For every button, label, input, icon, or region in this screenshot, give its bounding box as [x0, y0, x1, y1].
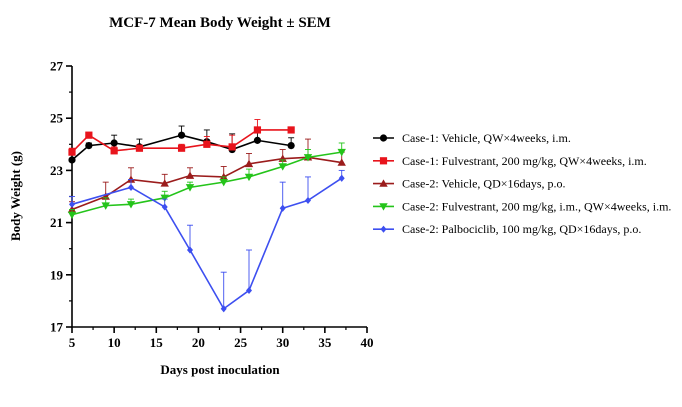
- data-point: [67, 205, 77, 213]
- legend-item: Case-1: Fulvestrant, 200 mg/kg, QW×4week…: [373, 154, 647, 168]
- data-point: [287, 142, 295, 150]
- series-line: [71, 177, 343, 310]
- legend-item: Case-2: Palbociclib, 100 mg/kg, QD×16day…: [373, 222, 641, 236]
- data-point: [228, 143, 236, 151]
- x-tick-label: 5: [69, 335, 76, 350]
- series-5: [69, 169, 345, 313]
- legend-label: Case-2: Fulvestrant, 200 mg/kg, i.m., QW…: [402, 199, 671, 213]
- series-2: [68, 119, 295, 156]
- legend-label: Case-2: Palbociclib, 100 mg/kg, QD×16day…: [402, 222, 641, 236]
- data-point: [246, 286, 252, 295]
- data-point: [203, 140, 211, 148]
- y-tick-label: 25: [50, 111, 64, 126]
- data-point: [161, 203, 168, 211]
- data-point: [185, 184, 195, 192]
- data-point: [85, 131, 93, 139]
- data-point: [110, 139, 118, 147]
- x-axis-title: Days post inoculation: [160, 362, 280, 377]
- plot-area: [67, 119, 346, 313]
- data-point: [68, 156, 76, 164]
- data-point: [135, 144, 144, 152]
- data-point: [177, 131, 186, 139]
- x-tick-label: 20: [192, 335, 205, 350]
- data-point: [338, 174, 345, 182]
- chart-title: MCF-7 Mean Body Weight ± SEM: [109, 15, 331, 31]
- data-point: [287, 126, 295, 134]
- data-point: [253, 136, 262, 144]
- legend-marker: [379, 157, 388, 165]
- data-point: [67, 211, 77, 219]
- data-point: [303, 154, 313, 162]
- data-point: [101, 202, 110, 210]
- data-point: [85, 142, 93, 150]
- y-tick-label: 27: [50, 59, 64, 74]
- data-point: [279, 204, 286, 212]
- legend-item: Case-1: Vehicle, QW×4weeks, i.m.: [373, 131, 571, 145]
- data-point: [244, 159, 254, 168]
- data-point: [337, 158, 346, 166]
- axes: 17 19 21 23 25 27 5 10 15 20 25 30 35 40: [50, 59, 374, 351]
- data-point: [244, 173, 254, 182]
- data-point: [305, 196, 311, 205]
- x-tick-label: 25: [234, 335, 248, 350]
- x-tick-label: 10: [108, 335, 121, 350]
- data-point: [185, 171, 195, 179]
- data-point: [160, 194, 169, 203]
- series-line: [71, 156, 342, 211]
- data-point: [278, 163, 287, 171]
- data-point: [253, 126, 262, 134]
- data-point: [187, 246, 193, 254]
- data-point: [220, 305, 227, 313]
- data-point: [177, 144, 186, 152]
- legend-label: Case-1: Vehicle, QW×4weeks, i.m.: [402, 131, 571, 145]
- x-tick-label: 30: [276, 335, 289, 350]
- data-point: [126, 175, 136, 183]
- data-point: [160, 179, 169, 187]
- x-tick-label: 40: [361, 335, 374, 350]
- y-tick-label: 23: [50, 163, 64, 178]
- legend: Case-1: Vehicle, QW×4weeks, i.m. Case-1: …: [373, 131, 671, 236]
- series-line: [71, 151, 342, 216]
- data-point: [337, 148, 346, 157]
- data-point: [126, 201, 136, 209]
- data-point: [128, 183, 134, 191]
- legend-item: Case-2: Fulvestrant, 200 mg/kg, i.m., QW…: [373, 199, 671, 213]
- legend-marker: [379, 134, 388, 142]
- data-point: [219, 178, 228, 187]
- data-point: [110, 147, 118, 155]
- y-tick-label: 17: [50, 320, 64, 335]
- series-4: [67, 142, 346, 219]
- legend-item: Case-2: Vehicle, QD×16days, p.o.: [373, 177, 566, 191]
- x-tick-label: 35: [318, 335, 332, 350]
- y-tick-label: 19: [50, 267, 64, 282]
- y-axis-title: Body Weight (g): [8, 151, 23, 241]
- y-tick-label: 21: [50, 215, 63, 230]
- legend-label: Case-2: Vehicle, QD×16days, p.o.: [402, 177, 566, 191]
- legend-marker: [380, 225, 387, 233]
- x-tick-label: 15: [150, 335, 164, 350]
- data-point: [68, 148, 76, 156]
- data-point: [69, 200, 75, 208]
- legend-marker: [379, 179, 388, 187]
- data-point: [219, 172, 228, 181]
- legend-label: Case-1: Fulvestrant, 200 mg/kg, QW×4week…: [402, 154, 647, 168]
- legend-marker: [379, 203, 388, 211]
